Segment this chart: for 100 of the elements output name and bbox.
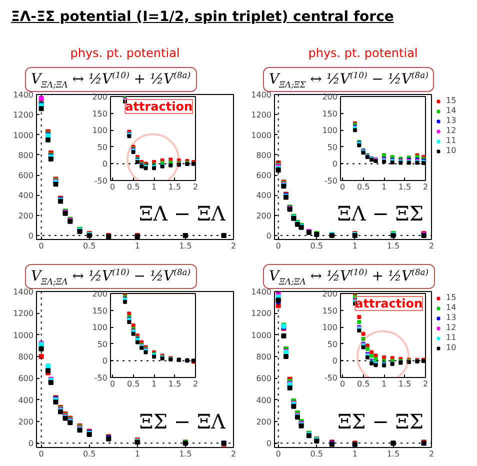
x-tick-label: 1 — [151, 380, 157, 388]
annotation: ΞΣ − ΞΛ — [139, 410, 226, 434]
x-tick-label: 0 — [340, 380, 346, 388]
y-tick-label: 0 — [332, 356, 338, 366]
x-tick-label: 2 — [192, 182, 198, 192]
x-tick-label: 1 — [134, 450, 140, 458]
y-tick-label: 600 — [256, 374, 272, 384]
text: ΞΛ-ΞΣ potential (I=1/2, spin triplet) central force — [11, 8, 394, 27]
y-tick-label: 0 — [266, 439, 272, 448]
y-tick-label: 100 — [92, 323, 108, 332]
annotation: ΞΣ − ΞΣ — [338, 410, 424, 434]
x-tick-label: 2 — [428, 242, 434, 250]
x-tick-label: 1 — [134, 242, 140, 250]
x-tick-label: 1.5 — [179, 242, 192, 250]
x-tick-label: 0.5 — [356, 182, 370, 192]
legend-label: 14 — [446, 106, 458, 115]
legend-label: 13 — [446, 116, 458, 125]
y-tick-label: 200 — [322, 290, 338, 298]
x-tick-label: 0 — [110, 380, 116, 388]
legend-label: 15 — [446, 96, 458, 105]
y-tick-label: 800 — [256, 352, 272, 362]
y-tick-label: 0 — [332, 160, 338, 169]
y-tick-label: 150 — [92, 109, 108, 118]
x-tick-label: 2 — [428, 450, 434, 458]
y-tick-label: 200 — [322, 92, 338, 102]
y-tick-label: 100 — [322, 323, 338, 332]
x-tick-label: 1.5 — [398, 182, 412, 192]
y-tick-label: 200 — [18, 211, 34, 220]
x-tick-label: 1.5 — [386, 450, 400, 458]
y-tick-label: 1200 — [251, 110, 272, 120]
y-tick-label: 600 — [18, 374, 34, 384]
x-tick-label: 0 — [110, 182, 116, 192]
legend-label: 12 — [446, 126, 458, 135]
x-tick-label: 2 — [192, 380, 198, 388]
x-tick-label: 0 — [38, 450, 44, 458]
x-tick-label: 1 — [352, 450, 358, 458]
x-tick-label: 1 — [151, 182, 157, 192]
x-tick-label: 0.5 — [310, 450, 323, 458]
y-tick-label: -50 — [94, 374, 108, 382]
y-tick-label: -50 — [94, 176, 108, 186]
y-tick-label: 1400 — [251, 90, 272, 100]
legend-label: 11 — [446, 333, 458, 342]
legend-label: 12 — [446, 323, 458, 332]
y-tick-label: 1000 — [251, 330, 272, 340]
y-tick-label: -50 — [324, 176, 338, 186]
chart-subtitle: phys. pt. potential — [69, 45, 181, 62]
y-tick-label: 200 — [256, 211, 272, 220]
y-tick-label: 1000 — [251, 130, 272, 140]
x-tick-label: 2 — [230, 242, 236, 250]
chart-subtitle: phys. pt. potential — [307, 45, 419, 62]
y-tick-label: 50 — [97, 142, 108, 152]
y-tick-label: 400 — [18, 191, 34, 200]
x-tick-label: 0 — [276, 242, 281, 250]
x-tick-label: 1 — [381, 380, 387, 388]
x-tick-label: 1.5 — [179, 450, 192, 458]
y-tick-label: 1200 — [13, 110, 34, 120]
annotation: attraction — [355, 296, 423, 310]
y-tick-label: 200 — [92, 92, 108, 102]
legend-label: 15 — [446, 293, 458, 302]
annotation: ΞΛ − ΞΣ — [337, 202, 424, 226]
x-tick-label: 1.5 — [168, 380, 182, 388]
x-tick-label: 1.5 — [168, 182, 182, 192]
x-tick-label: 0.5 — [310, 242, 323, 250]
x-tick-label: 0 — [276, 450, 281, 458]
y-tick-label: 0 — [28, 439, 34, 448]
y-tick-label: 400 — [256, 396, 272, 405]
y-tick-label: 1400 — [13, 90, 34, 100]
x-tick-label: 1 — [381, 182, 387, 192]
legend-label: 10 — [446, 343, 458, 352]
x-tick-label: 0.5 — [126, 380, 140, 388]
x-tick-label: 2 — [230, 450, 236, 458]
y-tick-label: 800 — [18, 352, 34, 362]
y-tick-label: 800 — [18, 150, 34, 160]
x-tick-label: 0 — [340, 182, 346, 192]
y-tick-label: 1400 — [13, 288, 34, 296]
y-tick-label: 100 — [322, 126, 338, 136]
y-tick-label: 0 — [102, 160, 108, 169]
y-tick-label: 100 — [92, 126, 108, 136]
y-tick-label: 150 — [322, 306, 338, 316]
y-tick-label: 200 — [18, 418, 34, 426]
y-tick-label: 0 — [102, 356, 108, 366]
x-tick-label: 0.5 — [82, 242, 96, 250]
x-tick-label: 0.5 — [356, 380, 370, 388]
legend-label: 10 — [446, 146, 458, 155]
y-tick-label: 1000 — [13, 130, 34, 140]
y-tick-label: -50 — [324, 374, 338, 382]
y-tick-label: 50 — [327, 142, 338, 152]
y-tick-label: 400 — [18, 396, 34, 405]
chart-title: V$_{ΞΛ;ΞΛ}$ ↔ ½V$^{(10)}$ + ½V$^{(8a)}$ — [263, 264, 435, 290]
y-tick-label: 1000 — [13, 330, 34, 340]
y-tick-label: 200 — [256, 418, 272, 426]
x-tick-label: 1.5 — [386, 242, 400, 250]
y-tick-label: 150 — [322, 109, 338, 118]
legend-label: 11 — [446, 136, 458, 145]
y-tick-label: 150 — [92, 306, 108, 316]
y-tick-label: 0 — [266, 231, 272, 240]
y-tick-label: 0 — [28, 231, 34, 240]
annotation: ΞΛ − ΞΛ — [138, 202, 226, 226]
y-tick-label: 50 — [97, 340, 108, 349]
y-tick-label: 600 — [256, 171, 272, 180]
